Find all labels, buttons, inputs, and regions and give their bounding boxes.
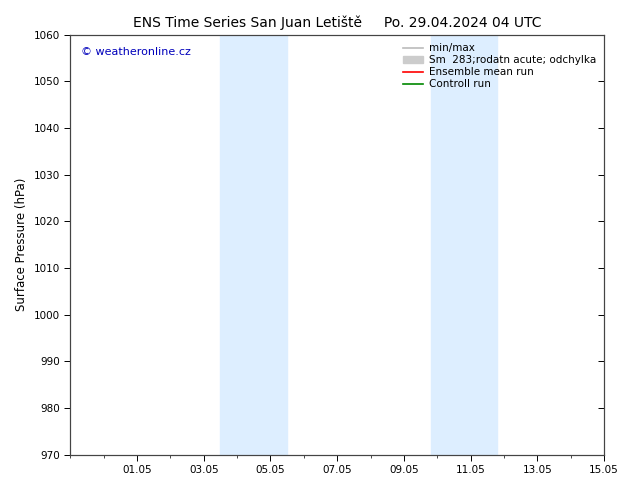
Bar	[430, 35, 497, 455]
Y-axis label: Surface Pressure (hPa): Surface Pressure (hPa)	[15, 178, 28, 312]
Text: © weatheronline.cz: © weatheronline.cz	[81, 48, 191, 57]
Legend: min/max, Sm  283;rodatn acute; odchylka, Ensemble mean run, Controll run: min/max, Sm 283;rodatn acute; odchylka, …	[399, 40, 599, 93]
Bar	[221, 35, 287, 455]
Title: ENS Time Series San Juan Letiště     Po. 29.04.2024 04 UTC: ENS Time Series San Juan Letiště Po. 29.…	[133, 15, 541, 29]
